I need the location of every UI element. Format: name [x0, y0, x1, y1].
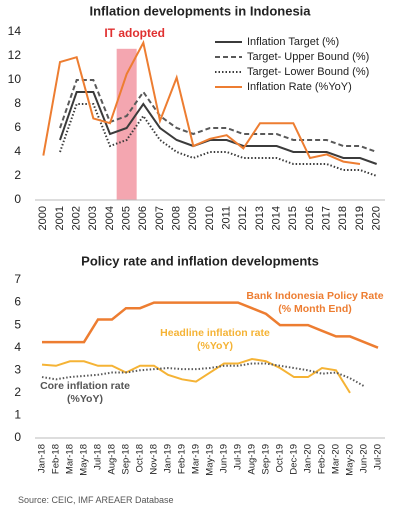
annotation-band [116, 48, 137, 200]
x-tick-label: Jul-20 [373, 444, 384, 470]
x-tick-label: 2011 [221, 206, 233, 230]
x-tick-label: 2015 [287, 206, 299, 230]
x-tick-label: Nov-18 [149, 444, 160, 475]
x-tick-label: Feb-19 [177, 444, 188, 474]
series-line [59, 79, 378, 153]
x-tick-label: Jan-20 [303, 444, 314, 473]
x-tick-label: 2012 [237, 206, 249, 230]
y-tick-label: 7 [14, 272, 21, 286]
series-line [59, 91, 378, 165]
series-label: Headline inflation rate (%YoY) [160, 327, 270, 352]
y-tick-label: 1 [14, 408, 21, 422]
x-tick-label: Jul-18 [93, 444, 104, 470]
series-line [42, 301, 379, 349]
x-tick-label: Jun-20 [359, 444, 370, 473]
x-tick-label: Jul-19 [233, 444, 244, 470]
x-tick-label: Aug-18 [107, 444, 118, 475]
y-tick-label: 4 [14, 340, 21, 354]
x-tick-label: 2002 [71, 206, 83, 230]
x-tick-label: May-20 [345, 444, 356, 476]
x-tick-label: May-19 [205, 444, 216, 476]
y-tick-label: 0 [14, 192, 21, 206]
y-tick-label: 5 [14, 317, 21, 331]
x-tick-label: 2000 [37, 206, 49, 230]
y-tick-label: 2 [14, 168, 21, 182]
legend-label: Inflation Target (%) [247, 36, 339, 48]
x-tick-label: Jan-18 [37, 444, 48, 473]
x-tick-label: 2018 [337, 206, 349, 230]
y-tick-label: 6 [14, 120, 21, 134]
x-tick-label: 2004 [104, 206, 116, 230]
chart-title: Inflation developments in Indonesia [89, 3, 311, 18]
x-tick-label: Feb-20 [317, 444, 328, 474]
x-tick-label: 2010 [204, 206, 216, 230]
x-tick-label: Feb-18 [51, 444, 62, 474]
x-tick-label: Aug-19 [247, 444, 258, 475]
series-label: Bank Indonesia Policy Rate (% Month End) [246, 290, 384, 315]
x-tick-label: 2008 [171, 206, 183, 230]
x-tick-label: Mar-19 [191, 444, 202, 474]
x-tick-label: 2005 [121, 206, 133, 230]
x-tick-label: Mar-20 [331, 444, 342, 474]
x-tick-label: 2019 [354, 206, 366, 230]
y-tick-label: 12 [8, 48, 22, 62]
x-tick-label: Mar-18 [65, 444, 76, 474]
y-tick-label: 14 [8, 24, 22, 38]
x-tick-label: 2006 [137, 206, 149, 230]
y-tick-label: 3 [14, 362, 21, 376]
x-tick-label: Jan-19 [163, 444, 174, 473]
x-tick-label: 2007 [154, 206, 166, 230]
y-tick-label: 2 [14, 385, 21, 399]
y-tick-label: 8 [14, 96, 21, 110]
x-tick-label: Oct-19 [275, 444, 286, 473]
y-tick-label: 0 [14, 430, 21, 444]
y-tick-label: 10 [8, 72, 22, 86]
x-tick-label: 2003 [87, 206, 99, 230]
series-label: Core inflation rate (%YoY) [40, 380, 130, 405]
legend-label: Target- Upper Bound (%) [247, 51, 369, 63]
x-tick-label: Jun-19 [219, 444, 230, 473]
legend-label: Inflation Rate (%YoY) [247, 81, 352, 93]
x-tick-label: 2020 [371, 206, 383, 230]
x-tick-label: Sep-18 [121, 444, 132, 475]
series-line [41, 362, 365, 387]
chart-title: Policy rate and inflation developments [81, 253, 319, 268]
x-tick-label: Dec-19 [289, 444, 300, 475]
x-tick-label: May-18 [79, 444, 90, 476]
series-line [59, 103, 378, 177]
source: Source: CEIC, IMF AREAER Database [18, 495, 174, 505]
x-tick-label: 2013 [254, 206, 266, 230]
x-tick-label: 2016 [304, 206, 316, 230]
x-tick-label: 2017 [321, 206, 333, 230]
x-tick-label: 2009 [187, 206, 199, 230]
series-line [42, 39, 361, 165]
series-line [41, 357, 351, 394]
x-tick-label: 2014 [271, 206, 283, 230]
annotation: IT adopted [104, 26, 165, 40]
x-tick-label: Sep-19 [261, 444, 272, 475]
y-tick-label: 4 [14, 144, 21, 158]
legend-label: Target- Lower Bound (%) [247, 66, 369, 78]
x-tick-label: Oct-18 [135, 444, 146, 473]
y-tick-label: 6 [14, 295, 21, 309]
x-tick-label: 2001 [54, 206, 66, 230]
